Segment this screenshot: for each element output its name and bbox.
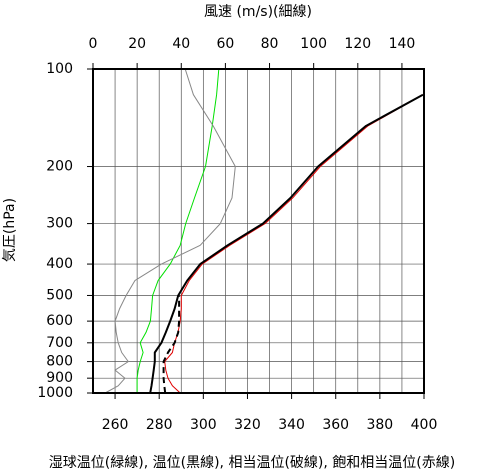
y-tick-label: 400 bbox=[46, 256, 73, 272]
x-tick-label: 380 bbox=[366, 417, 393, 433]
x-tick-label: 360 bbox=[322, 417, 349, 433]
line-2 bbox=[149, 93, 424, 394]
y-tick-label: 200 bbox=[46, 159, 73, 175]
x-tick-label: 300 bbox=[190, 417, 217, 433]
x-axis-title: 湿球温位(緑線), 温位(黒線), 相当温位(破線), 飽和相当温位(赤線) bbox=[49, 454, 455, 471]
x2-tick-label: 40 bbox=[172, 36, 190, 52]
y-tick-label: 300 bbox=[46, 216, 73, 232]
y-tick-label: 800 bbox=[46, 354, 73, 370]
line-1 bbox=[164, 94, 424, 394]
x-tick-label: 400 bbox=[411, 417, 438, 433]
x2-tick-label: 0 bbox=[89, 36, 98, 52]
line-4 bbox=[104, 68, 236, 394]
y-tick-label: 500 bbox=[46, 287, 73, 303]
x-tick-label: 340 bbox=[278, 417, 305, 433]
line-3 bbox=[162, 295, 181, 394]
x2-tick-label: 140 bbox=[389, 36, 416, 52]
x2-tick-label: 80 bbox=[261, 36, 279, 52]
line-0 bbox=[136, 68, 220, 393]
x2-tick-label: 20 bbox=[128, 36, 146, 52]
y-tick-label: 600 bbox=[46, 313, 73, 329]
x2-tick-label: 120 bbox=[344, 36, 371, 52]
x-tick-label: 280 bbox=[146, 417, 173, 433]
y-tick-label: 700 bbox=[46, 335, 73, 351]
plot-frame bbox=[92, 68, 425, 394]
y-tick-label: 900 bbox=[46, 370, 73, 386]
y-axis-title: 気圧(hPa) bbox=[2, 198, 18, 262]
y-tick-label: 1000 bbox=[37, 385, 73, 401]
x-tick-label: 260 bbox=[102, 417, 129, 433]
top-axis-title: 風速 (m/s)(細線) bbox=[204, 4, 312, 20]
y-tick-label: 100 bbox=[46, 61, 73, 77]
x2-tick-label: 100 bbox=[300, 36, 327, 52]
x-tick-label: 320 bbox=[234, 417, 261, 433]
x2-tick-label: 60 bbox=[216, 36, 234, 52]
